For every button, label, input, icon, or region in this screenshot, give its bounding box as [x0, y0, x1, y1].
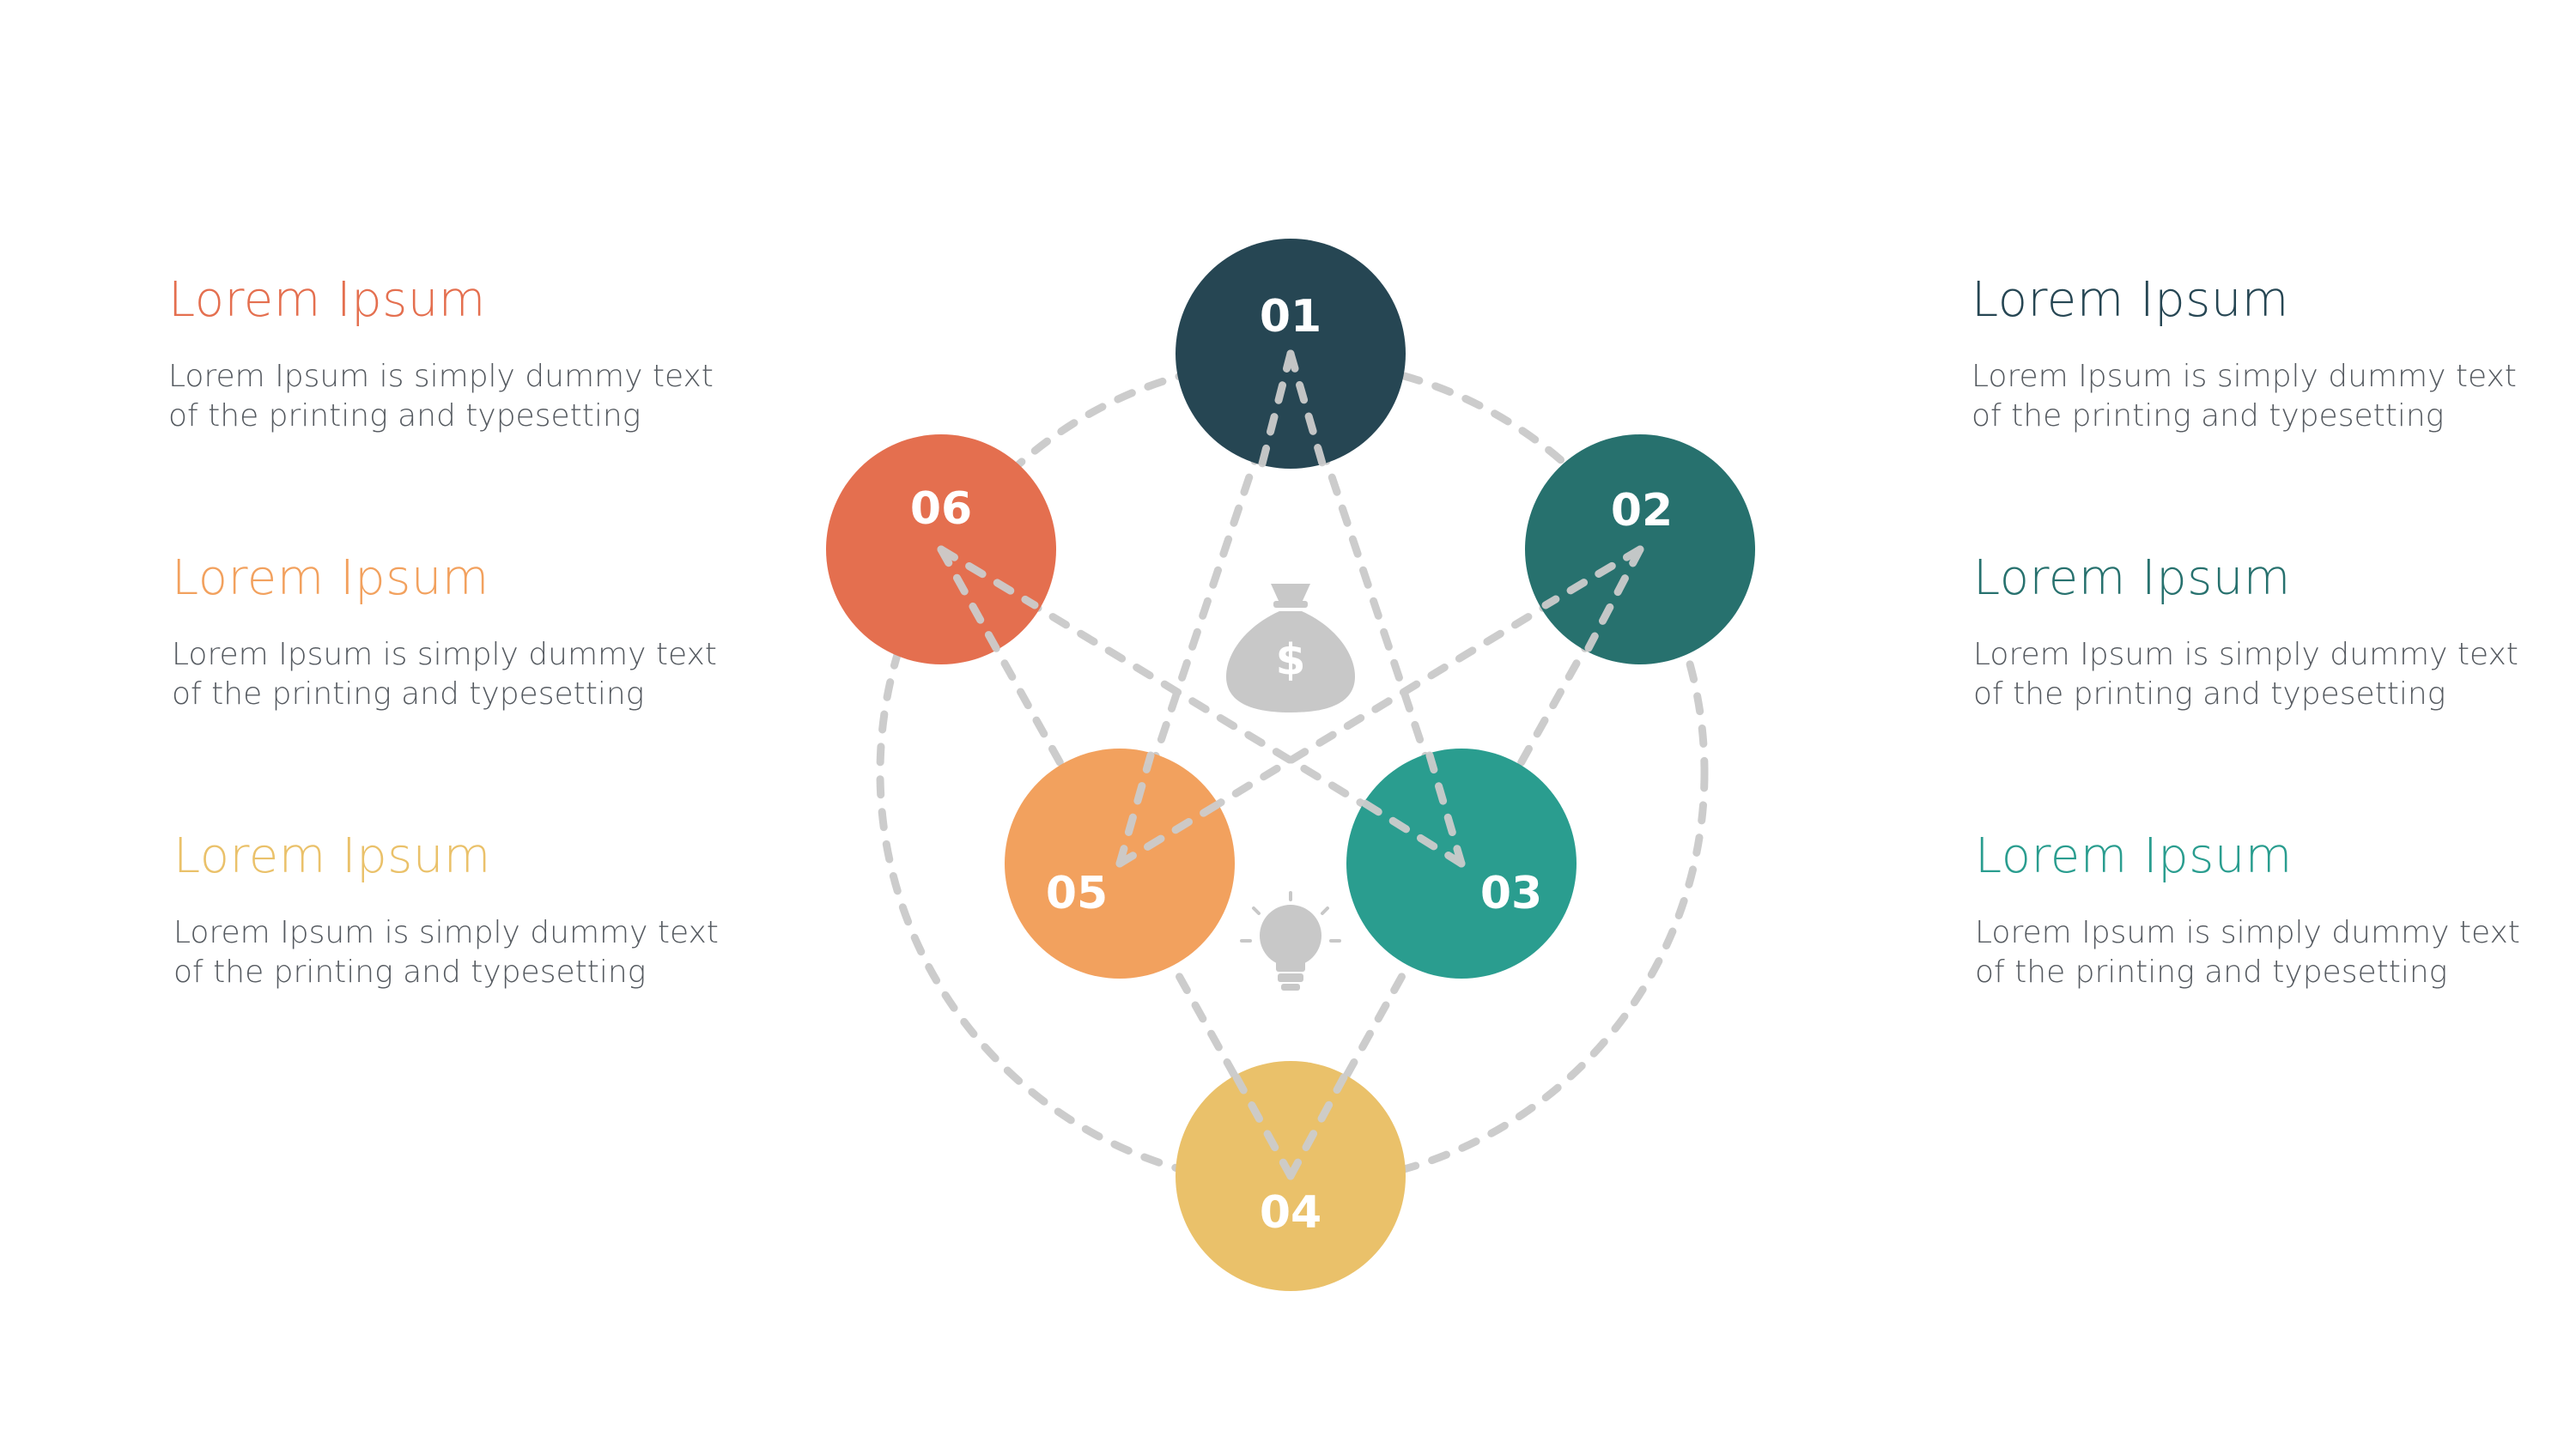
item-title: Lorem Ipsum — [172, 550, 489, 606]
item-description: Lorem Ipsum is simply dummy text of the … — [1975, 915, 2520, 991]
item-block-right-2: Lorem Ipsum Lorem Ipsum is simply dummy … — [1973, 550, 2523, 714]
item-title: Lorem Ipsum — [168, 272, 486, 328]
svg-text:$: $ — [1276, 635, 1306, 685]
connector-line — [1258, 349, 1295, 468]
item-title: Lorem Ipsum — [1971, 272, 2289, 328]
connector-line — [1115, 751, 1155, 868]
item-block-left-3: Lorem Ipsum Lorem Ipsum is simply dummy … — [173, 828, 723, 992]
connector-line — [937, 545, 1039, 609]
connector-line — [1232, 1073, 1295, 1180]
lightbulb-icon — [1240, 891, 1341, 991]
item-description: Lorem Ipsum is simply dummy text of the … — [1973, 637, 2518, 712]
connector-line — [1286, 349, 1327, 468]
connector-line — [1425, 751, 1466, 868]
connector-line — [1352, 794, 1466, 868]
item-block-right-3: Lorem Ipsum Lorem Ipsum is simply dummy … — [1975, 828, 2524, 992]
node-label: 01 — [1260, 291, 1321, 343]
item-title: Lorem Ipsum — [1975, 828, 2293, 884]
node-label: 06 — [910, 483, 972, 535]
item-description: Lorem Ipsum is simply dummy text of the … — [173, 915, 719, 991]
star-connectors — [937, 349, 1644, 1180]
connector-line — [1286, 1073, 1348, 1180]
star-connectors-overlay — [937, 349, 1644, 1180]
item-description: Lorem Ipsum is simply dummy text of the … — [168, 359, 714, 434]
node-label: 04 — [1260, 1187, 1321, 1239]
item-block-left-2: Lorem Ipsum Lorem Ipsum is simply dummy … — [172, 550, 721, 714]
item-title: Lorem Ipsum — [1973, 550, 2291, 606]
item-description: Lorem Ipsum is simply dummy text of the … — [1971, 359, 2517, 434]
item-title: Lorem Ipsum — [173, 828, 491, 884]
connector-line — [1115, 794, 1232, 868]
item-block-right-1: Lorem Ipsum Lorem Ipsum is simply dummy … — [1971, 272, 2521, 436]
connector-line — [1286, 349, 1466, 868]
connector-line — [1115, 349, 1295, 868]
node-label: 05 — [1046, 868, 1108, 919]
money-bag-icon: $ — [1226, 584, 1355, 712]
node-label: 02 — [1611, 485, 1673, 537]
item-description: Lorem Ipsum is simply dummy text of the … — [172, 637, 717, 712]
connector-line — [1584, 545, 1644, 652]
node-label: 03 — [1480, 868, 1542, 919]
connector-line — [937, 545, 1000, 652]
connector-line — [1541, 545, 1644, 609]
item-block-left-1: Lorem Ipsum Lorem Ipsum is simply dummy … — [168, 272, 718, 436]
